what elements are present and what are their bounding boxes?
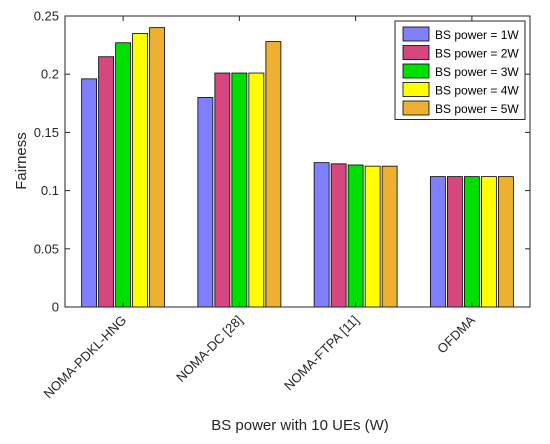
bar bbox=[197, 97, 214, 308]
legend-swatch bbox=[402, 82, 430, 97]
legend-swatch bbox=[402, 26, 430, 42]
bar bbox=[429, 176, 446, 308]
x-tick-label: NOMA-PDKL-HNG bbox=[40, 313, 129, 402]
bar bbox=[330, 163, 347, 308]
bar bbox=[347, 164, 364, 308]
legend-entry-label: BS power = 4W bbox=[435, 84, 519, 98]
bar bbox=[81, 78, 98, 308]
y-tick-label: 0.2 bbox=[41, 67, 59, 82]
bars-group bbox=[81, 27, 514, 308]
legend: BS power = 1W BS power = 2W BS power = 3W B… bbox=[394, 20, 526, 120]
bar bbox=[115, 42, 132, 308]
bar bbox=[381, 165, 398, 308]
bar bbox=[248, 72, 265, 308]
bar bbox=[313, 162, 330, 308]
legend-entry-label: BS power = 2W bbox=[435, 47, 519, 61]
plot-frame bbox=[64, 15, 531, 308]
bar bbox=[480, 176, 497, 308]
bar bbox=[149, 27, 166, 308]
bar bbox=[446, 176, 463, 308]
legend-swatch bbox=[402, 45, 430, 60]
y-tick-label: 0.1 bbox=[41, 183, 59, 198]
bar bbox=[231, 72, 248, 308]
legend-swatch bbox=[402, 63, 430, 79]
y-ticks-group: 0 0.05 0.1 0.15 0.2 0.25 bbox=[34, 9, 530, 315]
x-tick-label: NOMA-DC [28] bbox=[173, 313, 245, 385]
x-axis-label: BS power with 10 UEs (W) bbox=[211, 417, 389, 434]
legend-entry-label: BS power = 1W bbox=[435, 28, 519, 42]
y-tick-label: 0 bbox=[52, 300, 59, 315]
y-axis-label: Fairness bbox=[13, 132, 30, 190]
legend-entry-label: BS power = 5W bbox=[435, 102, 519, 116]
legend-entry-label: BS power = 3W bbox=[435, 65, 519, 79]
bar bbox=[463, 176, 480, 308]
y-tick-label: 0.05 bbox=[34, 241, 59, 256]
x-tick-label: OFDMA bbox=[434, 312, 478, 356]
bar bbox=[98, 56, 115, 308]
bar bbox=[214, 72, 231, 308]
x-tick-label: NOMA-FTPA [11] bbox=[281, 313, 362, 394]
bar bbox=[265, 41, 282, 308]
bar bbox=[497, 176, 514, 308]
bar bbox=[364, 165, 381, 308]
y-tick-label: 0.25 bbox=[34, 9, 59, 24]
y-tick-label: 0.15 bbox=[34, 125, 59, 140]
legend-swatch bbox=[402, 100, 430, 116]
bar bbox=[132, 33, 149, 308]
